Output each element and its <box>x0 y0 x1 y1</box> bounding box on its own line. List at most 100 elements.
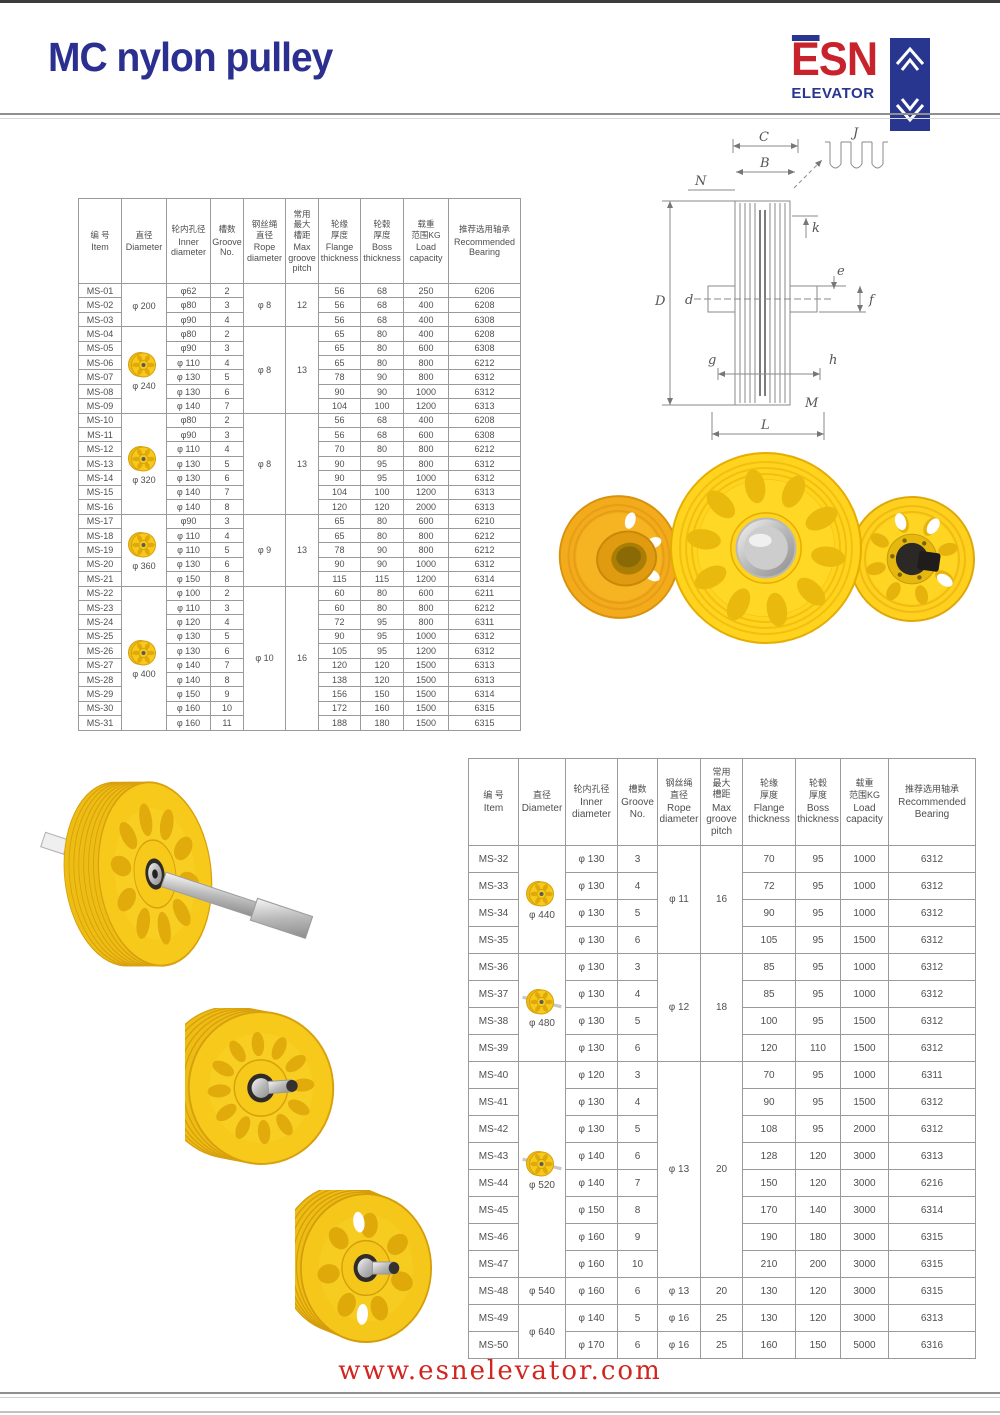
cell-flange-thickness: 78 <box>318 542 361 558</box>
cell-max-groove-pitch: 18 <box>700 953 743 1062</box>
page-title: MC nylon pulley <box>48 34 333 80</box>
pulley-wheel-icon <box>128 351 156 378</box>
cell-inner-diameter: φ 130 <box>565 1034 618 1062</box>
cell-boss-thickness: 90 <box>360 542 404 558</box>
cell-groove-no: 5 <box>210 542 244 558</box>
cell-inner-diameter: φ 110 <box>166 527 211 544</box>
cell-groove-no: 4 <box>210 527 244 544</box>
cell-load-capacity: 800 <box>403 455 449 472</box>
cell-rope-diameter: φ 8 <box>243 326 286 414</box>
cell-groove-no: 9 <box>210 686 244 702</box>
spec-row-MS-47: MS-47 φ 160 10 210 200 3000 6315 <box>468 1250 976 1278</box>
cell-flange-thickness: 172 <box>318 700 361 717</box>
cell-bearing: 6312 <box>888 1088 976 1116</box>
cell-load-capacity: 800 <box>403 369 449 385</box>
cell-inner-diameter: φ90 <box>166 513 211 529</box>
spec-row-MS-38: MS-38 φ 130 5 100 95 1500 6312 <box>468 1007 976 1035</box>
cell-groove-no: 8 <box>617 1196 658 1224</box>
cell-inner-diameter: φ 120 <box>166 614 211 630</box>
dimension-label-k: k <box>812 221 820 236</box>
elevator-arrows-icon <box>890 38 930 131</box>
cell-flange-thickness: 70 <box>318 441 361 457</box>
spec-row-MS-36: MS-36 φ 480 φ 130 3 φ 12 18 85 95 1000 6312 <box>468 953 976 1062</box>
column-header: 直径 Diameter <box>121 198 167 284</box>
diameter-label: φ 440 <box>529 910 555 921</box>
spec-row-MS-09: MS-09 φ 140 7 104 100 1200 6313 <box>78 398 521 414</box>
cell-item: MS-14 <box>78 470 122 486</box>
cell-load-capacity: 1000 <box>840 980 889 1008</box>
column-header: 载重 范围KG Load capacity <box>840 758 889 846</box>
cell-item: MS-15 <box>78 484 122 501</box>
cell-inner-diameter: φ 110 <box>166 599 211 616</box>
cell-flange-thickness: 65 <box>318 355 361 371</box>
cell-item: MS-49 <box>468 1304 519 1332</box>
cell-item: MS-40 <box>468 1061 519 1089</box>
pulley-with-through-shaft-photo <box>40 781 314 967</box>
cell-flange-thickness: 65 <box>318 527 361 544</box>
cell-inner-diameter: φ 160 <box>166 700 211 717</box>
cell-bearing: 6312 <box>888 899 976 927</box>
cell-item: MS-34 <box>468 899 519 927</box>
cell-item: MS-18 <box>78 527 122 544</box>
cell-bearing: 6212 <box>448 542 521 558</box>
cell-bearing: 6313 <box>888 1142 976 1170</box>
top-border-line <box>0 0 1000 3</box>
esn-elevator-logo: ESN ELEVATOR <box>791 35 930 131</box>
cell-groove-no: 6 <box>617 926 658 954</box>
cell-max-groove-pitch: 13 <box>285 326 319 414</box>
cell-load-capacity: 600 <box>403 340 449 357</box>
cell-flange-thickness: 60 <box>318 599 361 616</box>
cell-flange-thickness: 115 <box>318 571 361 587</box>
cell-item: MS-47 <box>468 1250 519 1278</box>
column-header: 轮毂 厚度 Boss thickness <box>360 198 404 284</box>
diameter-label: φ 640 <box>529 1326 555 1338</box>
cell-rope-diameter: φ 8 <box>243 282 286 328</box>
spec-row-MS-18: MS-18 φ 110 4 65 80 800 6212 <box>78 527 521 544</box>
pulley-cross-section-diagram: CB N Jk e f d Dg h M L <box>654 126 888 440</box>
cell-flange-thickness: 130 <box>742 1277 796 1305</box>
cell-flange-thickness: 104 <box>318 398 361 414</box>
cell-item: MS-26 <box>78 643 122 659</box>
cell-groove-no: 4 <box>617 872 658 900</box>
spec-row-MS-48: MS-48 φ 540 φ 160 6 φ 13 20 130 120 3000 6315 <box>468 1277 976 1305</box>
cell-bearing: 6313 <box>448 657 521 673</box>
cell-item: MS-24 <box>78 614 122 630</box>
cell-bearing: 6315 <box>448 715 521 731</box>
cell-bearing: 6308 <box>448 427 521 443</box>
cell-groove-no: 3 <box>210 513 244 529</box>
cell-boss-thickness: 95 <box>795 953 841 981</box>
dimension-label-B: B <box>759 156 770 171</box>
cell-item: MS-03 <box>78 311 122 328</box>
cell-load-capacity: 400 <box>403 412 449 429</box>
spec-row-MS-30: MS-30 φ 160 10 172 160 1500 6315 <box>78 700 521 717</box>
cell-item: MS-50 <box>468 1331 519 1359</box>
cell-max-groove-pitch: 20 <box>700 1277 743 1305</box>
cell-flange-thickness: 210 <box>742 1250 796 1278</box>
cell-item: MS-02 <box>78 297 122 313</box>
cell-boss-thickness: 140 <box>795 1196 841 1224</box>
cell-flange-thickness: 104 <box>318 484 361 501</box>
cell-boss-thickness: 120 <box>795 1304 841 1332</box>
cell-bearing: 6312 <box>888 1115 976 1143</box>
cell-item: MS-19 <box>78 542 122 558</box>
spec-row-MS-01: MS-01 φ 200 φ62 2 φ 8 12 56 68 250 6206 <box>78 282 521 328</box>
cell-inner-diameter: φ 140 <box>166 657 211 673</box>
spec-row-MS-37: MS-37 φ 130 4 85 95 1000 6312 <box>468 980 976 1008</box>
pulley-wheel-icon <box>526 881 554 907</box>
cell-flange-thickness: 128 <box>742 1142 796 1170</box>
cell-inner-diameter: φ 130 <box>565 899 618 927</box>
cell-inner-diameter: φ 110 <box>166 542 211 558</box>
cell-item: MS-08 <box>78 383 122 400</box>
cell-rope-diameter: φ 13 <box>657 1277 701 1305</box>
cell-item: MS-37 <box>468 980 519 1008</box>
cell-boss-thickness: 115 <box>360 571 404 587</box>
cell-load-capacity: 800 <box>403 441 449 457</box>
cell-groove-no: 3 <box>210 297 244 313</box>
cell-bearing: 6312 <box>888 1007 976 1035</box>
cell-groove-no: 4 <box>210 355 244 371</box>
cell-bearing: 6313 <box>448 499 521 515</box>
cell-boss-thickness: 90 <box>360 556 404 573</box>
cell-boss-thickness: 100 <box>360 484 404 501</box>
dimension-label-d: d <box>685 293 693 308</box>
